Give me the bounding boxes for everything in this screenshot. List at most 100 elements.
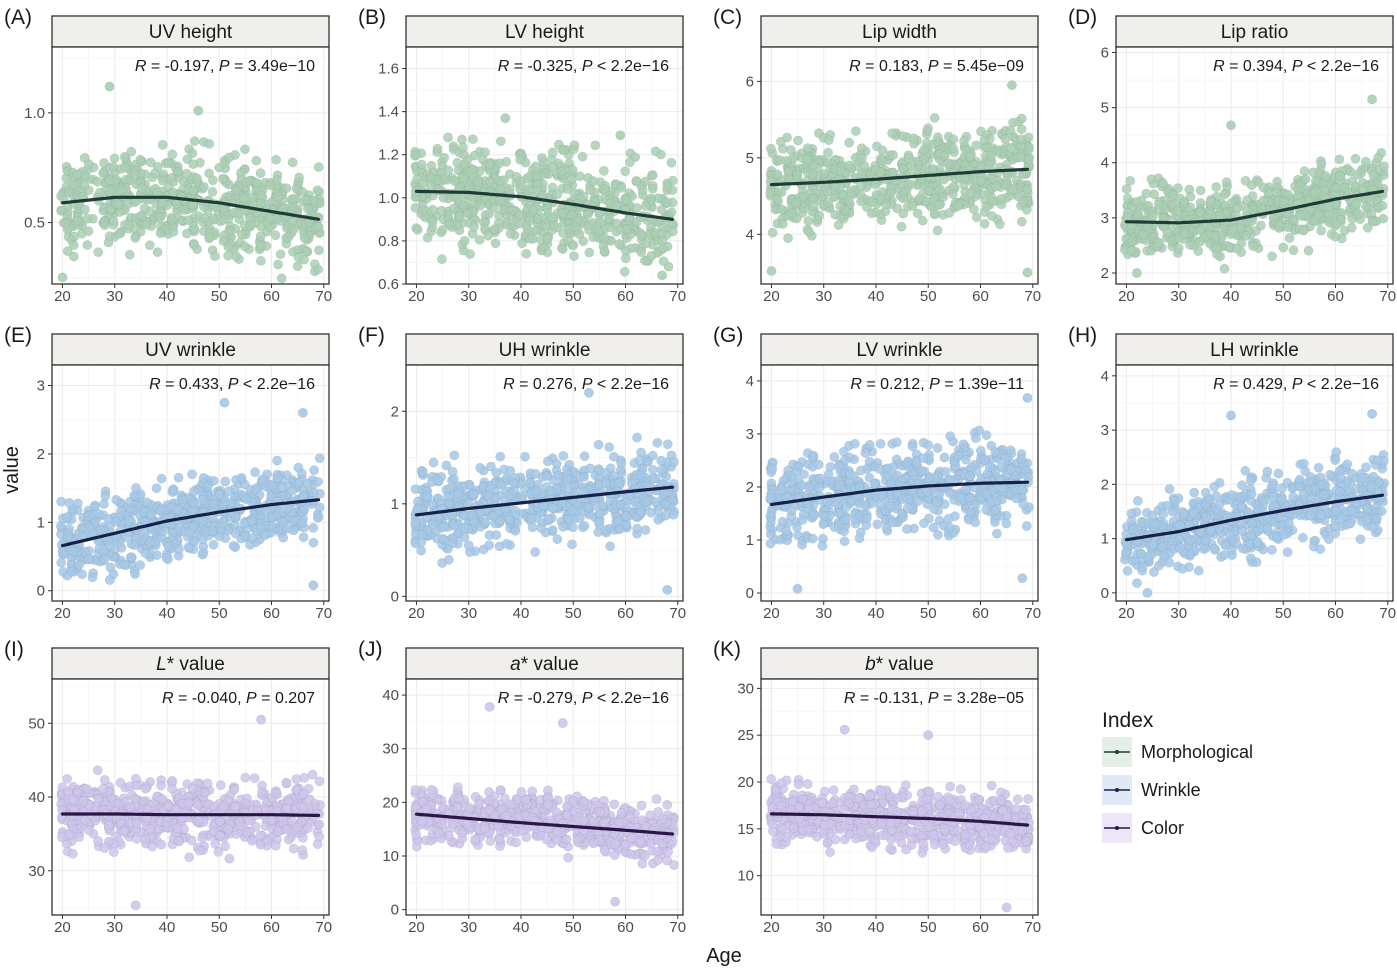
panel-5-stat-label: R = 0.433, P < 2.2e−16 (149, 376, 315, 393)
panel-6-point (660, 499, 671, 510)
panel-2-point (410, 149, 421, 160)
panel-2-x-tick-label: 70 (669, 288, 686, 305)
panel-3-point (765, 187, 776, 198)
panel-1-point (271, 175, 282, 185)
panel-1-point (92, 176, 103, 187)
panel-6-point (530, 547, 541, 557)
panel-2-point (656, 204, 667, 215)
panel-4-point (1313, 209, 1324, 220)
panel-3-point (786, 207, 797, 218)
panel-6-point (467, 510, 478, 521)
panel-2-point (469, 221, 479, 232)
panel-1-x-tick-label: 70 (315, 288, 332, 305)
panel-1-point (83, 226, 94, 236)
panel-3-point (782, 155, 792, 166)
panel-3-point (935, 184, 945, 195)
panel-2-point (506, 205, 517, 216)
panel-4-point (1227, 225, 1238, 236)
panel-3-point (991, 181, 1002, 192)
panel-2-point (495, 184, 506, 195)
panel-2-point (636, 247, 647, 258)
panel-7-point (849, 438, 860, 449)
panel-3-point (778, 219, 788, 229)
panel-5-x-tick-label: 30 (106, 605, 123, 622)
panel-6-point (547, 503, 558, 513)
panel-2-y-tick-label: 1.0 (378, 190, 399, 207)
panel-5-point (272, 455, 282, 466)
panel-3-x-tick-label: 30 (815, 288, 832, 305)
panel-3-point (1016, 124, 1027, 135)
panel-3-point (924, 185, 934, 196)
panel-3-point (934, 200, 944, 210)
panel-3-point (959, 135, 969, 146)
panel-3-y-tick-label: 5 (746, 150, 754, 167)
panel-6-x-tick-label: 40 (513, 605, 530, 622)
panel-2-x-tick-label: 50 (565, 288, 582, 305)
panel-7-point (864, 439, 875, 450)
panel-1-point (236, 229, 247, 240)
panel-4-y-tick-label: 4 (1101, 155, 1109, 172)
panel-1-point (157, 175, 168, 186)
panel-3-point (767, 227, 778, 238)
panel-1-point (155, 228, 166, 238)
panel-7-point (767, 463, 778, 474)
panel-1-point (273, 191, 283, 202)
panel-1-point (104, 175, 115, 186)
panel-2-point (530, 161, 541, 172)
panel-3-point (987, 211, 997, 221)
panel-3-point (887, 128, 897, 139)
panel-2-point (525, 215, 535, 226)
panel-7-point (919, 518, 929, 529)
panel-7-point (981, 504, 992, 515)
panel-5-point (129, 490, 140, 501)
panel-2-point (505, 228, 516, 239)
panel-3-point (766, 266, 777, 276)
panel-1-point (189, 136, 200, 146)
panel-6-y-tick-label: 1 (391, 496, 399, 513)
panel-4-point (1248, 241, 1259, 252)
panel-6-point (495, 451, 506, 462)
panel-2-point (517, 238, 527, 249)
panel-7-point (1016, 454, 1027, 464)
panel-6-point (520, 451, 530, 462)
panel-4-point (1295, 210, 1305, 221)
panel-6-x-tick-label: 30 (460, 605, 477, 622)
panel-5-point (288, 515, 299, 526)
panel-2-point (567, 164, 578, 175)
panel-7-point (997, 494, 1007, 505)
panel-1-point (188, 239, 199, 250)
panel-3-point (776, 187, 787, 197)
panel-7-point (984, 461, 995, 472)
panel-5-point (177, 494, 188, 505)
panel-3-point (965, 151, 975, 162)
panel-6-point (621, 511, 631, 521)
panel-5-point (68, 546, 79, 557)
panel-3-point (976, 161, 986, 172)
panel-4-point (1368, 216, 1378, 227)
panel-4-point (1330, 231, 1340, 242)
panel-1-point (224, 190, 235, 201)
panel-6-point (593, 517, 604, 527)
panel-4-point (1195, 185, 1206, 196)
panel-3-point (948, 143, 958, 153)
panel-5-point (145, 509, 156, 520)
panel-1-point (224, 152, 234, 163)
panel-2-point (443, 165, 454, 176)
panel-7-x-tick-label: 60 (972, 605, 989, 622)
panel-5-point (156, 504, 166, 515)
panel-6-point (453, 488, 464, 499)
panel-3-point (1000, 134, 1011, 145)
panel-7-point (898, 494, 909, 505)
panel-1-point (312, 185, 323, 196)
panel-1-point (80, 204, 90, 215)
panel-4-point (1334, 154, 1345, 165)
panel-4-point (1131, 197, 1142, 207)
panel-5-point (214, 531, 225, 542)
panel-3-point (844, 195, 854, 206)
panel-7-point (970, 433, 981, 443)
panel-3-point (877, 145, 888, 156)
panel-5-point (298, 532, 309, 543)
panel-2-point (599, 246, 610, 256)
